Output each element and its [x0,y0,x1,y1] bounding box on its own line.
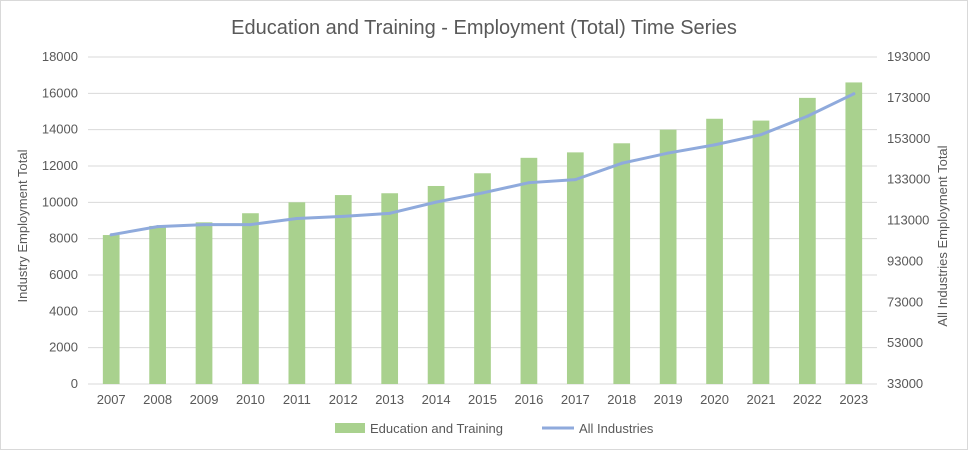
line-point-2020 [713,143,717,147]
y-tick-label: 14000 [42,122,78,137]
y2-tick-label: 93000 [887,253,923,268]
line-point-2023 [852,92,856,96]
legend-label-all-industries: All Industries [579,421,654,436]
bar-2008 [149,225,166,384]
bar-2015 [474,173,491,384]
bar-2009 [195,222,213,384]
bar-2019 [659,129,677,384]
bar-2011 [288,202,306,384]
y-axis-right-ticks: 33000 53000 73000 93000 113000 133000 153000 17… [887,49,930,391]
line-point-2017 [573,178,577,182]
x-tick-label: 2008 [143,392,172,407]
x-tick-label: 2015 [468,392,497,407]
x-tick-label: 2017 [561,392,590,407]
chart-title: Education and Training - Employment (Tot… [231,17,737,39]
x-tick-label: 2016 [514,392,543,407]
legend: Education and Training All Industries [335,421,654,436]
y-tick-label: 4000 [49,303,78,318]
legend-swatch-education-and-training [335,423,365,433]
line-point-2007 [109,233,113,237]
bar-2013 [381,193,399,384]
bar-2023 [845,82,863,384]
line-point-2018 [620,161,624,165]
bar-2018 [613,143,631,384]
bar-2017 [566,152,584,384]
y2-tick-label: 193000 [887,49,930,64]
legend-label-education-and-training: Education and Training [370,421,503,436]
bar-2016 [520,157,538,384]
line-point-2011 [295,216,299,220]
line-point-2021 [759,133,763,137]
x-tick-label: 2012 [329,392,358,407]
y-tick-label: 8000 [49,231,78,246]
x-tick-label: 2007 [97,392,126,407]
y-tick-label: 0 [71,376,78,391]
bar-series [102,82,863,385]
x-tick-label: 2009 [190,392,219,407]
line-point-2012 [341,214,345,218]
y2-tick-label: 33000 [887,376,923,391]
x-tick-label: 2013 [375,392,404,407]
line-series [109,92,856,237]
bar-2007 [102,235,120,384]
y2-tick-label: 53000 [887,335,923,350]
y-axis-left-title: Industry Employment Total [15,149,30,302]
bar-2021 [752,120,770,384]
x-tick-label: 2020 [700,392,729,407]
y-tick-label: 18000 [42,49,78,64]
line-point-2010 [248,223,252,227]
line-point-2009 [202,223,206,227]
line-point-2014 [434,200,438,204]
y-tick-label: 12000 [42,158,78,173]
line-point-2019 [666,151,670,155]
x-tick-label: 2021 [747,392,776,407]
y-axis-left-ticks: 0 2000 4000 6000 8000 10000 12000 14000 16000 180… [42,49,78,391]
bar-2020 [706,118,723,385]
y2-tick-label: 173000 [887,90,930,105]
x-tick-label: 2019 [654,392,683,407]
line-point-2008 [156,225,160,229]
y2-tick-label: 133000 [887,172,930,187]
y-axis-right-title: All Industries Employment Total [935,145,950,326]
line-point-2022 [805,114,809,118]
x-axis-ticks: 2007 2008 2009 2010 2011 2012 2013 2014 2015 2016… [97,392,869,407]
x-tick-label: 2014 [422,392,451,407]
bar-2022 [799,97,816,384]
line-point-2015 [481,191,484,195]
x-tick-label: 2018 [607,392,636,407]
y-tick-label: 2000 [49,340,78,355]
y-tick-label: 6000 [49,267,78,282]
line-point-2016 [527,181,531,185]
bar-2014 [427,185,445,384]
y2-tick-label: 113000 [887,213,929,228]
y2-tick-label: 73000 [887,294,923,309]
y2-tick-label: 153000 [887,131,930,146]
line-point-2013 [388,211,392,215]
y-tick-label: 10000 [42,194,78,209]
bar-2012 [334,195,352,384]
x-tick-label: 2023 [839,392,868,407]
y-tick-label: 16000 [42,85,78,100]
x-tick-label: 2022 [793,392,822,407]
bar-2010 [242,213,259,384]
x-tick-label: 2010 [236,392,265,407]
x-tick-label: 2011 [283,392,311,407]
